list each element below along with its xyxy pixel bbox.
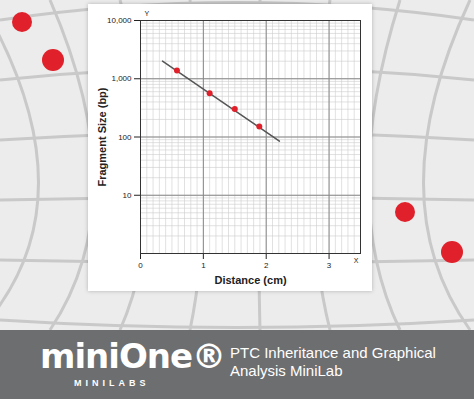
svg-text:2: 2 (264, 261, 269, 270)
svg-text:Distance (cm): Distance (cm) (214, 274, 286, 286)
svg-text:1,000: 1,000 (111, 74, 132, 83)
svg-text:Y: Y (145, 10, 150, 17)
svg-text:3: 3 (327, 261, 332, 270)
svg-text:0: 0 (138, 261, 143, 270)
html-text:PTC Inheritance and Graphical: PTC Inheritance and Graphical Analysis M… (230, 344, 436, 379)
html-text:MINILABS: MINILABS (74, 378, 150, 388)
svg-text:100: 100 (118, 133, 132, 142)
svg-text:1: 1 (201, 261, 206, 270)
svg-text:10,000: 10,000 (107, 16, 132, 25)
svg-text:10: 10 (123, 191, 132, 200)
svg-text:Fragment Size (bp): Fragment Size (bp) (96, 87, 108, 186)
svg-text:X: X (354, 257, 359, 264)
html-text:miniOne®: miniOne® (40, 336, 226, 376)
